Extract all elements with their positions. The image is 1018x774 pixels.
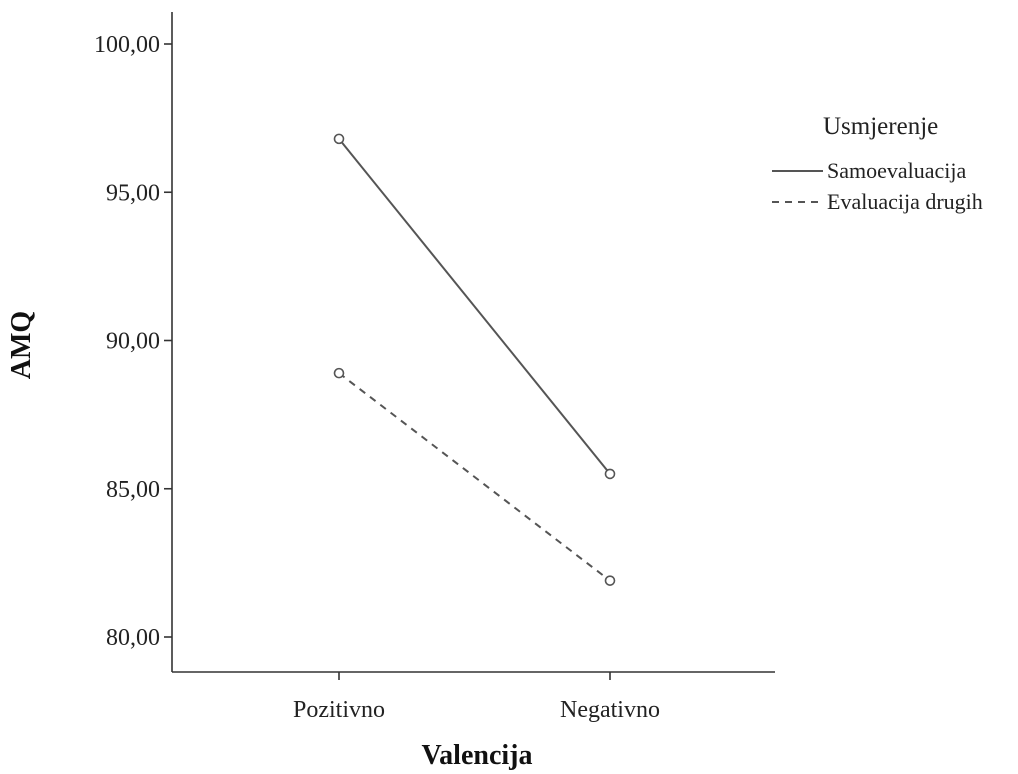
legend-items: Samoevaluacija Evaluacija drugih bbox=[772, 158, 983, 214]
y-tick-label: 80,00 bbox=[106, 625, 160, 651]
y-ticks: 80,00 85,00 90,00 95,00 100,00 bbox=[94, 32, 172, 651]
y-tick-label: 90,00 bbox=[106, 329, 160, 355]
data-point bbox=[333, 367, 345, 379]
x-tick-label: Negativno bbox=[560, 697, 660, 723]
y-axis-title: AMQ bbox=[6, 311, 37, 379]
series-1 bbox=[333, 133, 616, 480]
y-tick-label: 85,00 bbox=[106, 477, 160, 503]
axes bbox=[171, 12, 775, 673]
series-line bbox=[338, 138, 611, 475]
legend-label: Samoevaluacija bbox=[827, 158, 967, 183]
x-ticks: Pozitivno Negativno bbox=[293, 672, 660, 723]
y-tick-label: 100,00 bbox=[94, 32, 160, 58]
data-point bbox=[604, 575, 616, 586]
x-tick-label: Pozitivno bbox=[293, 697, 385, 723]
series-line bbox=[338, 372, 611, 582]
series-layer bbox=[333, 133, 616, 586]
y-tick-label: 95,00 bbox=[106, 180, 160, 206]
legend-title: Usmjerenje bbox=[823, 113, 938, 140]
data-point bbox=[333, 133, 345, 145]
series-2 bbox=[333, 367, 616, 586]
data-point bbox=[604, 468, 616, 480]
legend-label: Evaluacija drugih bbox=[827, 189, 983, 214]
legend: Usmjerenje Samoevaluacija Evaluacija drug… bbox=[772, 113, 983, 214]
x-axis-title: Valencija bbox=[422, 740, 533, 771]
